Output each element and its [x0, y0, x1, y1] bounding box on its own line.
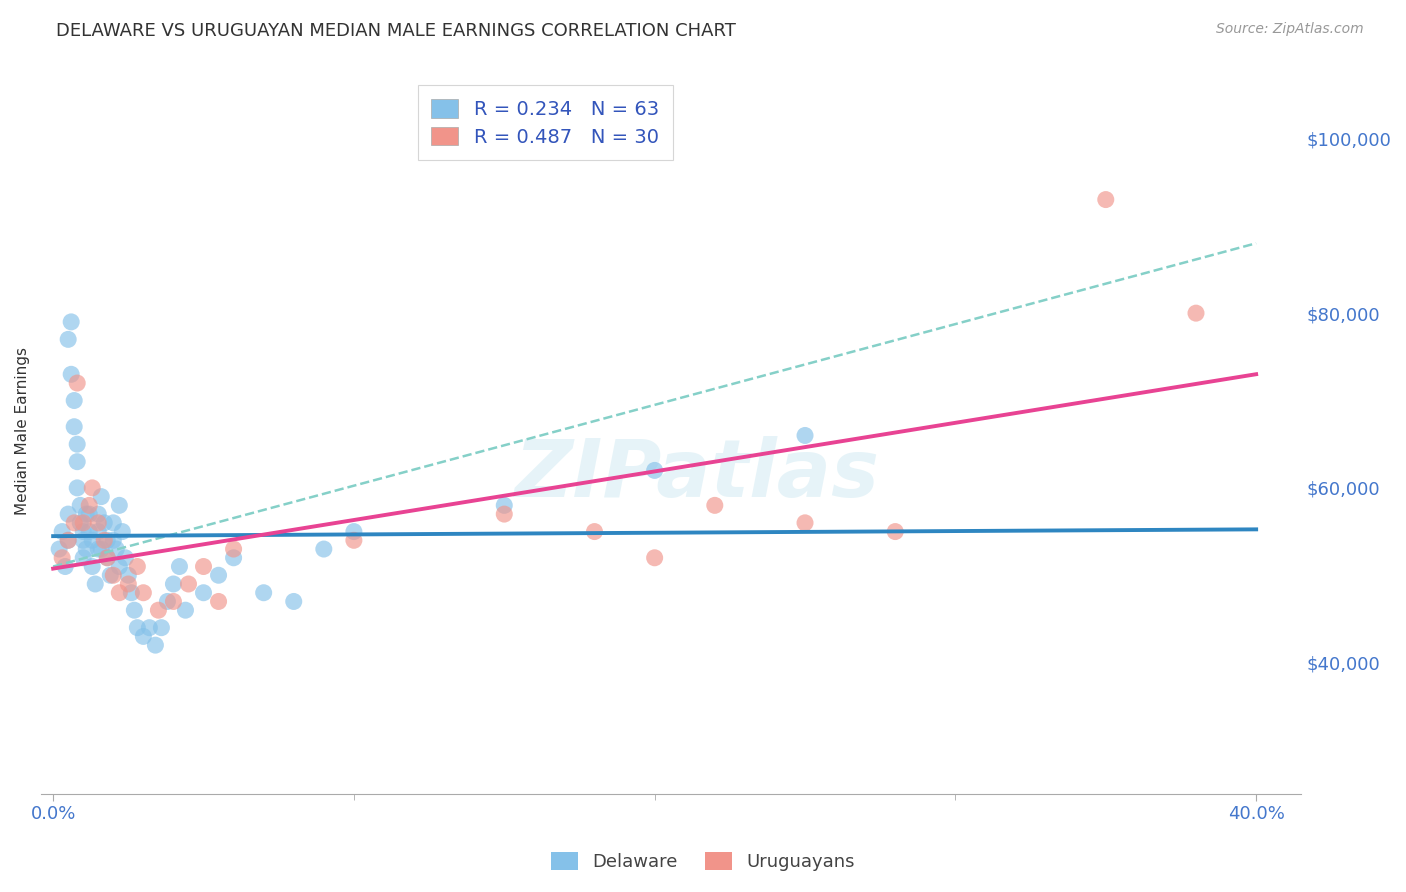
- Point: [193, 585, 215, 599]
- Point: [66, 437, 89, 451]
- Text: Source: ZipAtlas.com: Source: ZipAtlas.com: [1216, 22, 1364, 37]
- Point: [207, 568, 229, 582]
- Point: [174, 603, 197, 617]
- Point: [105, 542, 128, 557]
- Point: [177, 577, 200, 591]
- Point: [283, 594, 305, 608]
- Point: [120, 585, 142, 599]
- Point: [63, 516, 86, 530]
- Point: [132, 585, 155, 599]
- Point: [60, 368, 83, 382]
- Point: [117, 577, 139, 591]
- Point: [884, 524, 907, 539]
- Point: [93, 516, 115, 530]
- Point: [103, 533, 125, 548]
- Point: [56, 533, 79, 548]
- Point: [77, 499, 100, 513]
- Point: [138, 621, 160, 635]
- Point: [103, 568, 125, 582]
- Point: [644, 550, 666, 565]
- Point: [108, 559, 131, 574]
- Text: DELAWARE VS URUGUAYAN MEDIAN MALE EARNINGS CORRELATION CHART: DELAWARE VS URUGUAYAN MEDIAN MALE EARNIN…: [56, 22, 737, 40]
- Point: [96, 550, 118, 565]
- Point: [127, 621, 149, 635]
- Point: [51, 550, 73, 565]
- Point: [51, 524, 73, 539]
- Point: [48, 542, 70, 557]
- Point: [82, 559, 104, 574]
- Point: [72, 533, 94, 548]
- Point: [98, 568, 121, 582]
- Point: [343, 524, 366, 539]
- Point: [494, 507, 516, 521]
- Point: [124, 603, 146, 617]
- Point: [114, 550, 136, 565]
- Point: [56, 533, 79, 548]
- Point: [56, 507, 79, 521]
- Text: ZIPatlas: ZIPatlas: [513, 435, 879, 514]
- Point: [103, 516, 125, 530]
- Point: [72, 524, 94, 539]
- Point: [169, 559, 191, 574]
- Point: [69, 499, 91, 513]
- Point: [60, 315, 83, 329]
- Point: [148, 603, 170, 617]
- Point: [53, 559, 76, 574]
- Point: [156, 594, 179, 608]
- Point: [75, 542, 97, 557]
- Point: [794, 516, 817, 530]
- Point: [84, 577, 107, 591]
- Point: [583, 524, 606, 539]
- Point: [312, 542, 335, 557]
- Point: [127, 559, 149, 574]
- Point: [108, 499, 131, 513]
- Point: [108, 585, 131, 599]
- Point: [145, 638, 167, 652]
- Point: [96, 533, 118, 548]
- Y-axis label: Median Male Earnings: Median Male Earnings: [15, 347, 30, 515]
- Point: [63, 419, 86, 434]
- Point: [117, 568, 139, 582]
- Point: [63, 393, 86, 408]
- Point: [343, 533, 366, 548]
- Point: [253, 585, 276, 599]
- Point: [87, 542, 110, 557]
- Point: [132, 629, 155, 643]
- Point: [77, 524, 100, 539]
- Point: [87, 524, 110, 539]
- Point: [150, 621, 173, 635]
- Point: [87, 516, 110, 530]
- Point: [82, 533, 104, 548]
- Legend: Delaware, Uruguayans: Delaware, Uruguayans: [544, 846, 862, 879]
- Point: [162, 577, 184, 591]
- Point: [87, 507, 110, 521]
- Point: [66, 481, 89, 495]
- Point: [644, 463, 666, 477]
- Point: [69, 516, 91, 530]
- Point: [77, 507, 100, 521]
- Point: [222, 550, 245, 565]
- Point: [96, 550, 118, 565]
- Point: [82, 481, 104, 495]
- Point: [794, 428, 817, 442]
- Point: [72, 550, 94, 565]
- Legend: R = 0.234   N = 63, R = 0.487   N = 30: R = 0.234 N = 63, R = 0.487 N = 30: [418, 86, 672, 161]
- Point: [66, 376, 89, 390]
- Point: [75, 507, 97, 521]
- Point: [56, 332, 79, 346]
- Point: [90, 490, 112, 504]
- Point: [111, 524, 134, 539]
- Point: [1094, 193, 1116, 207]
- Point: [72, 516, 94, 530]
- Point: [703, 499, 725, 513]
- Point: [1185, 306, 1208, 320]
- Point: [494, 499, 516, 513]
- Point: [162, 594, 184, 608]
- Point: [193, 559, 215, 574]
- Point: [222, 542, 245, 557]
- Point: [66, 455, 89, 469]
- Point: [93, 533, 115, 548]
- Point: [90, 542, 112, 557]
- Point: [207, 594, 229, 608]
